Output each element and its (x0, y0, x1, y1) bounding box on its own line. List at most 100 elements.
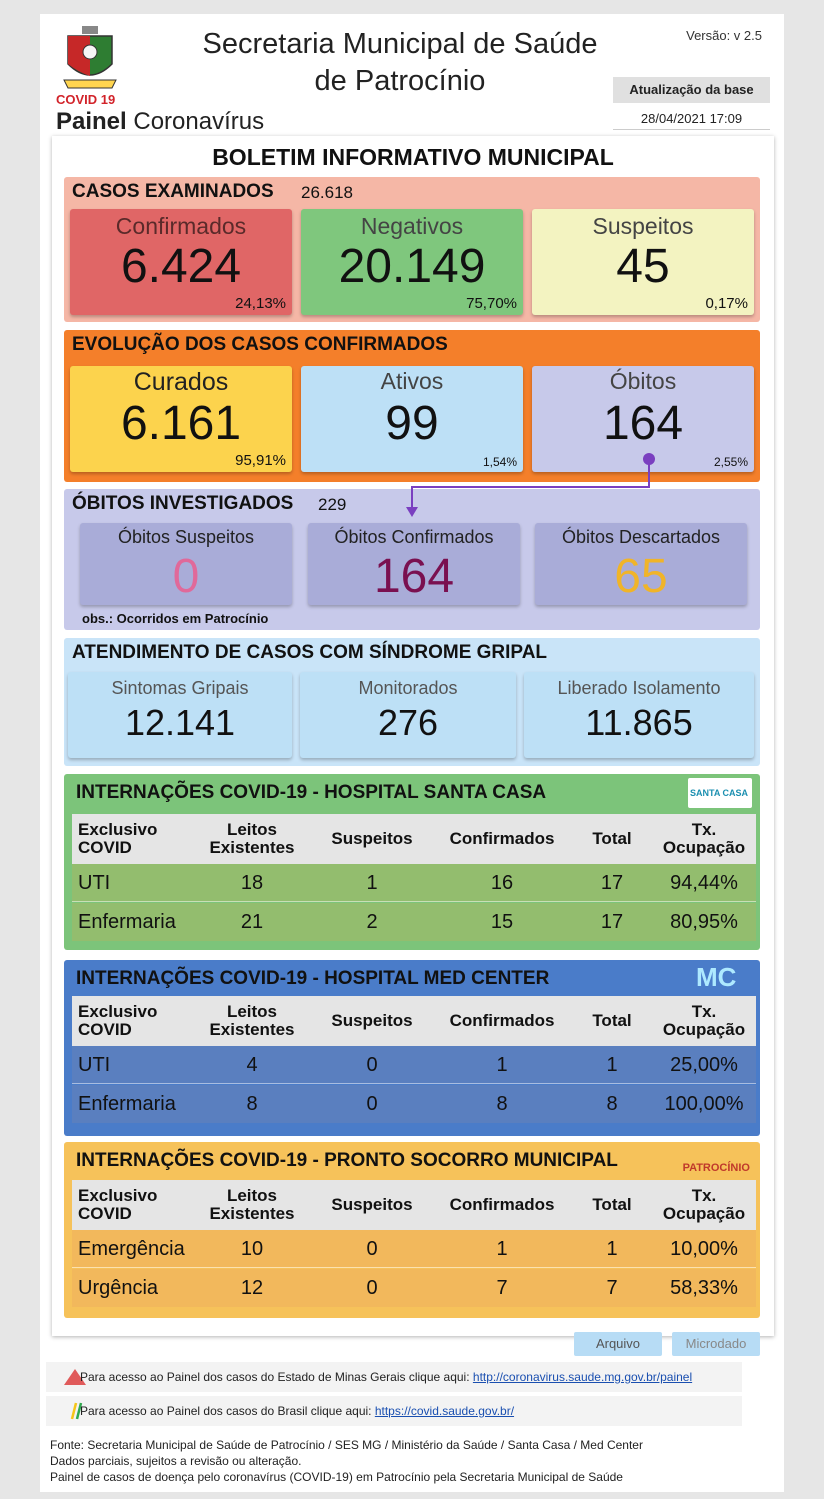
cured-card: Curados 6.161 95,91% (70, 366, 292, 472)
deaths-note: obs.: Ocorridos em Patrocínio (82, 611, 269, 626)
card-label: Confirmados (115, 213, 247, 239)
row-suspects: 0 (366, 1276, 378, 1299)
header-suspeitos: Suspeitos (331, 829, 413, 848)
card-label: Óbitos Suspeitos (117, 527, 255, 547)
card-value: 11.865 (585, 702, 693, 743)
active-card: Ativos 99 1,54% (301, 366, 523, 472)
card-value: 20.149 (338, 240, 486, 293)
card-label: Ativos (380, 368, 444, 394)
card-value: 12.141 (124, 702, 236, 743)
card-percent: 2,55% (713, 455, 748, 469)
patrocinio-crest-icon (63, 26, 117, 89)
card-percent: 95,91% (235, 452, 286, 469)
row-confirmed: 7 (496, 1276, 508, 1299)
table-header: Exclusivo COVID Leitos Existentes Suspeito… (72, 996, 756, 1046)
negative-card: Negativos 20.149 75,70% (301, 209, 523, 315)
row-occupancy: 25,00% (670, 1053, 738, 1076)
pronto-socorro-section: INTERNAÇÕES COVID-19 - PRONTO SOCORRO MU… (64, 1142, 760, 1318)
med-center-table: Exclusivo COVID Leitos Existentes Suspeito… (72, 996, 756, 1126)
examined-title: CASOS EXAMINADOS (72, 181, 274, 202)
examined-section: CASOS EXAMINADOS 26.618 Confirmados 6.42… (64, 177, 760, 322)
table-header: Exclusivo COVID Leitos Existentes Suspeito… (72, 1180, 756, 1230)
row-name: UTI (78, 1053, 111, 1076)
header-leitos: Leitos Existentes (209, 820, 295, 857)
header-confirmados: Confirmados (449, 829, 555, 848)
med-center-section: INTERNAÇÕES COVID-19 - HOSPITAL MED CENT… (64, 960, 760, 1136)
row-confirmed: 16 (490, 871, 514, 894)
flu-section: ATENDIMENTO DE CASOS COM SÍNDROME GRIPAL… (64, 638, 760, 766)
card-label: Suspeitos (592, 213, 694, 239)
row-total: 17 (600, 871, 624, 894)
header-confirmados: Confirmados (449, 1011, 555, 1030)
brasil-panel-link[interactable]: https://covid.saude.gov.br/ (374, 1404, 515, 1418)
santa-casa-logo-icon: SANTA CASA (688, 778, 752, 808)
row-total: 1 (606, 1237, 618, 1260)
divider (613, 129, 770, 130)
examined-total: 26.618 (301, 183, 353, 202)
row-occupancy: 58,33% (670, 1276, 738, 1299)
header-confirmados: Confirmados (449, 1195, 555, 1214)
painel-title: Painel Coronavírus (56, 108, 265, 135)
arquivo-button[interactable]: Arquivo (574, 1332, 662, 1356)
microdado-button[interactable]: Microdado (672, 1332, 760, 1356)
header-exclusivo: Exclusivo COVID (78, 820, 158, 857)
update-label: Atualização da base (613, 77, 770, 103)
card-value: 276 (377, 702, 439, 743)
header-total: Total (592, 829, 632, 848)
patrocinio-logo-icon: PATROCÍNIO (682, 1162, 750, 1174)
suspect-card: Suspeitos 45 0,17% (532, 209, 754, 315)
mg-panel-link-row: Para acesso ao Painel dos casos do Estad… (46, 1362, 742, 1392)
deaths-confirmed-card: Óbitos Confirmados 164 (308, 523, 520, 605)
santa-casa-section: INTERNAÇÕES COVID-19 - HOSPITAL SANTA CA… (64, 774, 760, 950)
santa-casa-table: Exclusivo COVID Leitos Existentes Suspeito… (72, 814, 756, 944)
card-label: Óbitos Descartados (561, 527, 721, 547)
evolution-section: EVOLUÇÃO DOS CASOS CONFIRMADOS Curados 6… (64, 330, 760, 482)
card-percent: 1,54% (482, 455, 517, 469)
footer: Fonte: Secretaria Municipal de Saúde de … (50, 1437, 643, 1485)
row-beds: 4 (246, 1053, 258, 1076)
row-name: Emergência (78, 1237, 185, 1260)
header-suspeitos: Suspeitos (331, 1195, 413, 1214)
header-ocupacao: Tx. Ocupação (662, 1186, 746, 1223)
card-value: 65 (614, 550, 668, 603)
flu-title: ATENDIMENTO DE CASOS COM SÍNDROME GRIPAL (72, 642, 548, 663)
med-center-title: INTERNAÇÕES COVID-19 - HOSPITAL MED CENT… (76, 968, 550, 989)
row-occupancy: 100,00% (664, 1092, 744, 1115)
row-occupancy: 10,00% (670, 1237, 738, 1260)
header-total: Total (592, 1195, 632, 1214)
row-suspects: 2 (366, 910, 378, 933)
deaths-title: ÓBITOS INVESTIGADOS (72, 493, 294, 514)
flu-monitored-card: Monitorados 276 (300, 672, 516, 758)
card-label: Curados (133, 368, 229, 396)
version-label: Versão: v 2.5 (686, 28, 762, 43)
page-title: Secretaria Municipal de Saúde de Patrocí… (202, 28, 598, 97)
row-confirmed: 15 (490, 910, 514, 933)
table-row: UTI 4 0 1 1 25,00% (72, 1046, 756, 1084)
row-name: Urgência (78, 1276, 159, 1299)
brasil-link-text: Para acesso ao Painel dos casos do Brasi… (80, 1404, 515, 1418)
deaths-suspect-card: Óbitos Suspeitos 0 (80, 523, 292, 605)
footer-source: Fonte: Secretaria Municipal de Saúde de … (50, 1438, 643, 1452)
card-value: 0 (172, 550, 200, 603)
row-beds: 10 (240, 1237, 264, 1260)
footer-description: Painel de casos de doença pelo coronavír… (50, 1470, 623, 1484)
header-exclusivo: Exclusivo COVID (78, 1002, 158, 1039)
row-suspects: 1 (366, 871, 378, 894)
med-center-logo-icon: MC (696, 962, 737, 992)
table-row: Enfermaria 8 0 8 8 100,00% (72, 1085, 756, 1123)
row-suspects: 0 (366, 1053, 378, 1076)
header-total: Total (592, 1011, 632, 1030)
table-header: Exclusivo COVID Leitos Existentes Suspeito… (72, 814, 756, 864)
covid19-label: COVID 19 (56, 92, 116, 107)
flu-released-card: Liberado Isolamento 11.865 (524, 672, 754, 758)
header-leitos: Leitos Existentes (209, 1002, 295, 1039)
deaths-card: Óbitos 164 2,55% (532, 366, 754, 472)
bulletin-title: BOLETIM INFORMATIVO MUNICIPAL (212, 144, 614, 170)
mg-panel-link[interactable]: http://coronavirus.saude.mg.gov.br/paine… (472, 1370, 693, 1384)
card-label: Óbitos Confirmados (334, 527, 494, 547)
header-suspeitos: Suspeitos (331, 1011, 413, 1030)
table-row: Enfermaria 21 2 15 17 80,95% (72, 903, 756, 941)
row-total: 7 (606, 1276, 618, 1299)
row-occupancy: 80,95% (670, 910, 738, 933)
card-percent: 0,17% (705, 295, 748, 312)
